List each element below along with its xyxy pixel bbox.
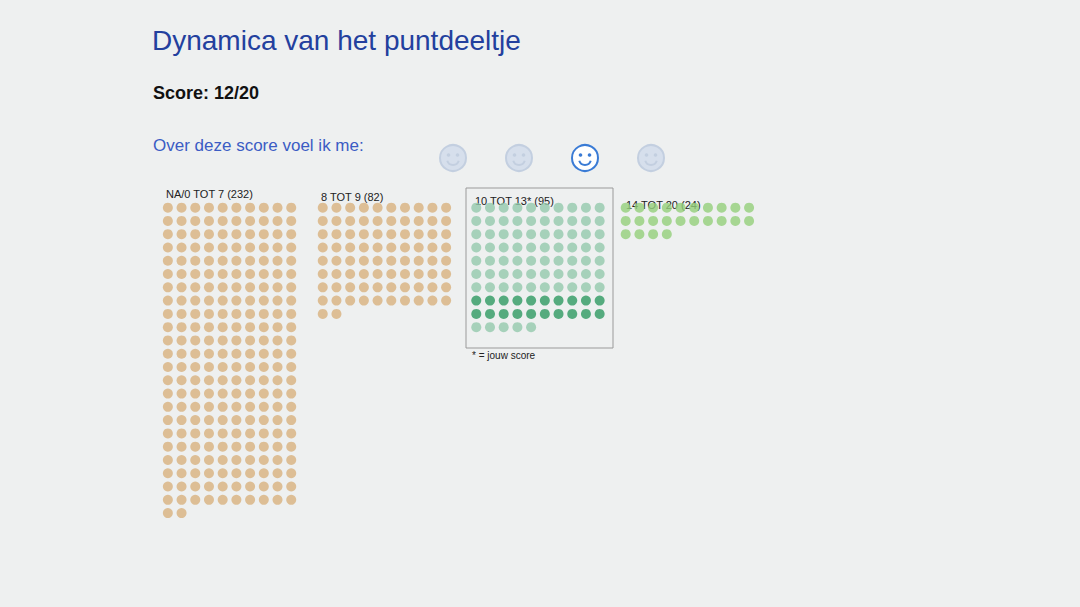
svg-text:8 TOT 9 (82): 8 TOT 9 (82) <box>321 191 383 203</box>
svg-text:Dynamica van het puntdeeltje: Dynamica van het puntdeeltje <box>152 25 521 56</box>
svg-text:10 TOT 13* (95): 10 TOT 13* (95) <box>475 194 554 207</box>
svg-text:NA/0 TOT 7 (232): NA/0 TOT 7 (232) <box>166 188 253 200</box>
svg-text:Score: 12/20: Score: 12/20 <box>153 83 259 103</box>
svg-text:Over deze score voel ik me:: Over deze score voel ik me: <box>153 136 364 155</box>
svg-text:* = jouw score: * = jouw score <box>472 350 536 361</box>
